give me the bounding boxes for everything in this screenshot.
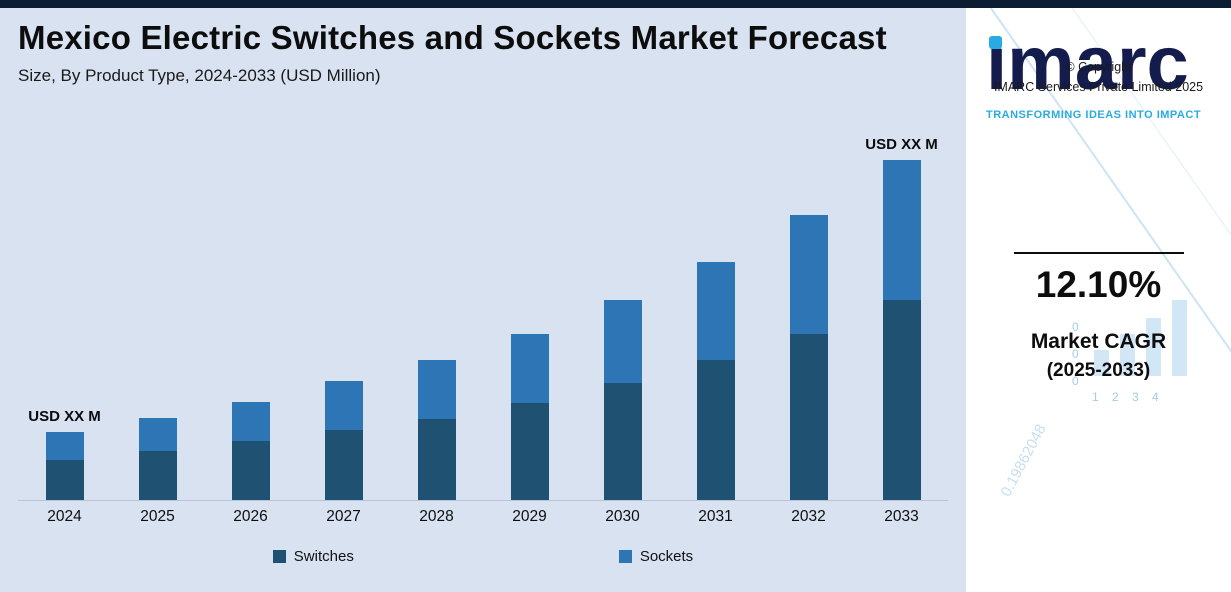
legend: Switches Sockets: [0, 548, 966, 565]
stacked-bar: [324, 381, 363, 500]
decorative-watermark-number: 0.19862048: [997, 421, 1050, 500]
top-accent-bar: [0, 0, 1231, 8]
cagr-years: (2025-2033): [1046, 360, 1151, 381]
switches-bar-segment: [882, 300, 921, 500]
x-axis-label: 2029: [512, 508, 547, 525]
stacked-bar: [882, 160, 921, 500]
stacked-bar: [696, 262, 735, 500]
stacked-bar: [45, 432, 84, 500]
bar-value-label: USD XX M: [865, 136, 938, 153]
brand-sidebar: 1 2 3 4 0 0 0 0.19862048 ı marc TRANSFORM…: [966, 0, 1231, 592]
bar-group: [111, 120, 204, 500]
bar-group: [297, 120, 390, 500]
cagr-label: Market CAGR: [1030, 330, 1167, 353]
switches-bar-segment: [789, 334, 828, 500]
x-axis-label: 2028: [419, 508, 454, 525]
switches-bar-segment: [417, 419, 456, 500]
x-axis-label: 2024: [47, 508, 82, 525]
legend-item-sockets: Sockets: [618, 548, 694, 565]
decorative-axis-zeros: 0 0 0: [1072, 320, 1079, 388]
copyright-line1: © Copyright: [1065, 60, 1132, 75]
sockets-legend-label: Sockets: [639, 548, 694, 565]
decorative-bar: [1146, 318, 1161, 376]
bar-group: [204, 120, 297, 500]
bar-group: [762, 120, 855, 500]
chart-header: Mexico Electric Switches and Sockets Mar…: [18, 19, 958, 86]
decorative-axis-numbers: 1 2 3 4: [1092, 390, 1159, 404]
copyright-line2: IMARC Services Private Limited 2025: [993, 79, 1204, 94]
x-axis-label: 2033: [884, 508, 919, 525]
bar-value-label: USD XX M: [28, 408, 101, 425]
imarc-logo: ı marc: [986, 21, 1189, 106]
sockets-bar-segment: [789, 215, 828, 334]
cagr-value: 12.10%: [1035, 264, 1162, 305]
imarc-logo-block: ı marc TRANSFORMING IDEAS INTO IMPACT: [986, 21, 1231, 122]
sockets-legend-swatch: [618, 550, 632, 563]
sockets-bar-segment: [696, 262, 735, 360]
sockets-bar-segment: [510, 334, 549, 403]
imarc-tagline: TRANSFORMING IDEAS INTO IMPACT: [986, 109, 1202, 121]
sockets-bar-segment: [417, 360, 456, 419]
switches-bar-segment: [324, 430, 363, 500]
bar-group: [390, 120, 483, 500]
cagr-block: 12.10% Market CAGR (2025-2033): [966, 252, 1231, 382]
switches-legend-label: Switches: [293, 548, 354, 565]
switches-bar-segment: [510, 403, 549, 500]
decorative-bar: [1172, 300, 1187, 376]
switches-bar-segment: [138, 451, 177, 500]
x-axis: 2024 2025 2026 2027 2028 2029 2030 2031 2032 2033: [18, 508, 948, 526]
x-axis-label: 2025: [140, 508, 175, 525]
sockets-bar-segment: [882, 160, 921, 300]
stacked-bar: [417, 360, 456, 500]
stacked-bar: [603, 300, 642, 500]
sockets-bar-segment: [138, 418, 177, 451]
sockets-bar-segment: [45, 432, 84, 460]
bar-chart: USD XX M USD XX M: [18, 120, 948, 501]
switches-bar-segment: [603, 383, 642, 500]
bar-group: USD XX M: [18, 120, 111, 500]
bar-group: [483, 120, 576, 500]
chart-subtitle: Size, By Product Type, 2024-2033 (USD Mi…: [18, 65, 381, 85]
switches-bar-segment: [696, 360, 735, 500]
x-axis-label: 2026: [233, 508, 268, 525]
stacked-bar: [789, 215, 828, 500]
x-axis-label: 2032: [791, 508, 826, 525]
decorative-bar: [1120, 334, 1135, 376]
legend-item-switches: Switches: [272, 548, 354, 565]
decorative-bar-chart: [1094, 300, 1187, 376]
x-axis-label: 2031: [698, 508, 733, 525]
bar-group: USD XX M: [855, 120, 948, 500]
switches-legend-swatch: [272, 550, 286, 563]
bar-group: [669, 120, 762, 500]
copyright: © Copyright IMARC Services Private Limit…: [966, 58, 1231, 97]
switches-bar-segment: [231, 441, 270, 500]
sockets-bar-segment: [231, 402, 270, 441]
logo-i-dot: [989, 36, 1002, 49]
sockets-bar-segment: [603, 300, 642, 383]
chart-title: Mexico Electric Switches and Sockets Mar…: [18, 19, 887, 56]
cagr-divider: [1013, 252, 1184, 254]
sockets-bar-segment: [324, 381, 363, 430]
bar-group: [576, 120, 669, 500]
stacked-bar: [231, 402, 270, 500]
switches-bar-segment: [45, 460, 84, 500]
x-axis-label: 2030: [605, 508, 640, 525]
stacked-bar: [138, 418, 177, 500]
chart-panel: Mexico Electric Switches and Sockets Mar…: [0, 0, 966, 592]
stacked-bar: [510, 334, 549, 500]
decorative-bar: [1094, 350, 1109, 376]
x-axis-label: 2027: [326, 508, 361, 525]
